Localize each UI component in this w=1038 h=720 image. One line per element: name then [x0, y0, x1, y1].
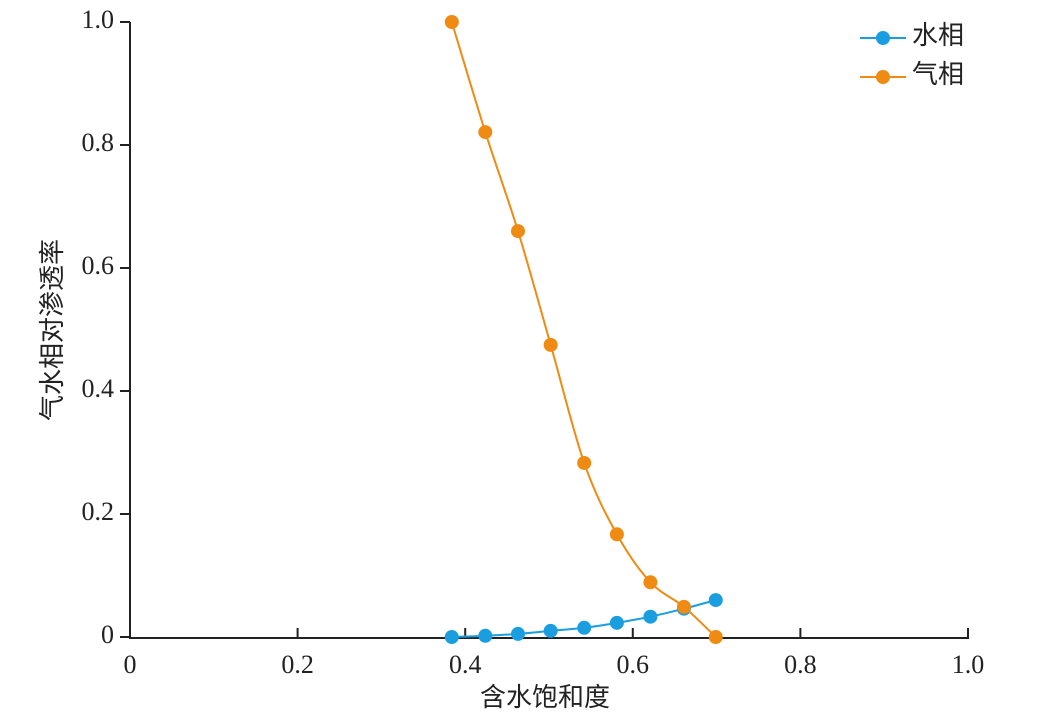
- y-tick-label: 0.4: [82, 374, 115, 403]
- data-point: [444, 15, 459, 29]
- x-tick-label: 0.6: [617, 650, 650, 679]
- data-point: [643, 609, 658, 624]
- data-point: [708, 593, 723, 608]
- data-point: [510, 224, 525, 239]
- x-tick-label: 0.2: [281, 650, 314, 679]
- data-point: [577, 455, 592, 470]
- data-point: [577, 620, 592, 635]
- data-point: [543, 337, 558, 352]
- data-point: [643, 575, 658, 590]
- y-tick-label: 0.8: [82, 128, 115, 157]
- legend-marker: [876, 31, 890, 45]
- data-point: [708, 630, 723, 644]
- x-tick-label: 0: [124, 650, 137, 679]
- y-axis-label: 气水相对渗透率: [38, 239, 67, 421]
- data-point: [543, 623, 558, 638]
- data-point: [444, 630, 459, 644]
- y-tick-label: 0.6: [82, 251, 115, 280]
- x-tick-label: 0.4: [449, 650, 482, 679]
- data-point: [510, 626, 525, 641]
- x-axis-label: 含水饱和度: [480, 683, 610, 712]
- y-tick-label: 0: [101, 620, 114, 649]
- data-point: [478, 628, 493, 643]
- legend-label: 气相: [912, 60, 964, 89]
- series-line: [450, 21, 717, 638]
- legend-label: 水相: [912, 21, 964, 50]
- x-tick-label: 1.0: [952, 650, 985, 679]
- legend-marker: [876, 70, 890, 84]
- data-point: [676, 599, 691, 614]
- data-point: [609, 527, 624, 542]
- x-tick-label: 0.8: [784, 650, 817, 679]
- y-tick-label: 1.0: [82, 5, 115, 34]
- data-point: [609, 615, 624, 630]
- data-point: [478, 125, 493, 140]
- y-tick-label: 0.2: [82, 497, 115, 526]
